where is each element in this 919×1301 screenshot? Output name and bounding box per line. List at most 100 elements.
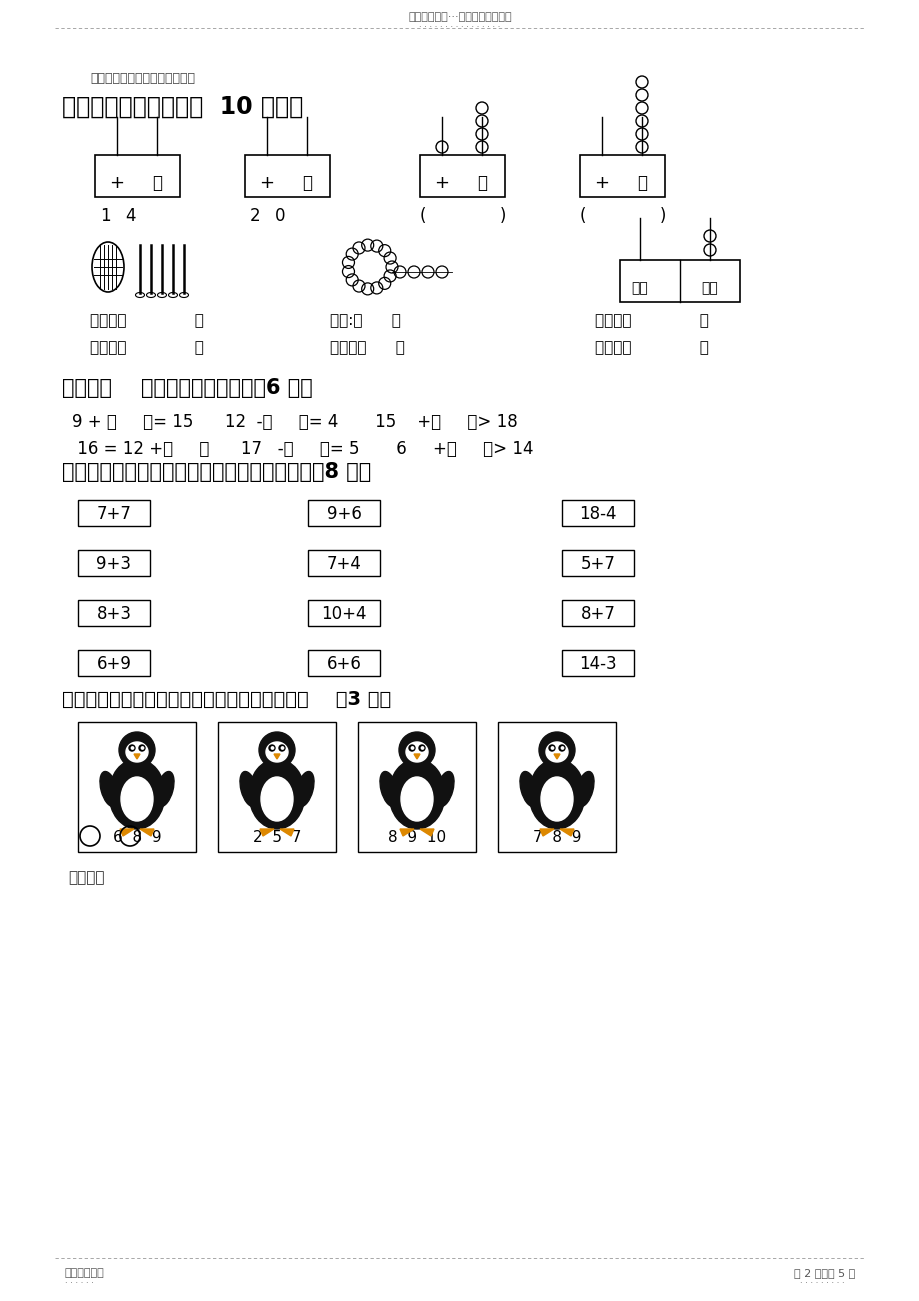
Bar bbox=[562, 600, 633, 626]
Circle shape bbox=[550, 747, 553, 749]
Text: 六、对号入座，选择正确的两个数字，圈一圈。    （3 分）: 六、对号入座，选择正确的两个数字，圈一圈。 （3 分） bbox=[62, 690, 391, 709]
Text: +: + bbox=[259, 174, 274, 193]
Circle shape bbox=[139, 745, 145, 751]
Bar bbox=[244, 155, 330, 196]
Text: 16 = 12 +（     ）      17   -（     ）= 5       6     +（     ）> 14: 16 = 12 +（ ） 17 -（ ）= 5 6 +（ ）> 14 bbox=[72, 440, 533, 458]
Circle shape bbox=[281, 747, 283, 749]
Text: 9+6: 9+6 bbox=[326, 505, 361, 523]
Bar bbox=[420, 155, 505, 196]
Text: 14-3: 14-3 bbox=[579, 654, 616, 673]
Circle shape bbox=[539, 732, 574, 768]
Text: 十位: 十位 bbox=[631, 281, 648, 295]
Bar bbox=[78, 722, 196, 852]
Polygon shape bbox=[260, 829, 274, 837]
Text: · · · · · · · · · · · · · · · ·: · · · · · · · · · · · · · · · · bbox=[419, 23, 500, 33]
Text: 读作：（              ）: 读作：（ ） bbox=[90, 340, 204, 355]
Text: 6+6: 6+6 bbox=[326, 654, 361, 673]
Text: (              ): ( ) bbox=[579, 207, 665, 225]
Circle shape bbox=[271, 747, 274, 749]
Text: 8+7: 8+7 bbox=[580, 605, 615, 623]
Text: 7  8  9: 7 8 9 bbox=[532, 830, 581, 846]
Bar bbox=[562, 650, 633, 677]
Text: 4: 4 bbox=[125, 207, 135, 225]
Polygon shape bbox=[414, 755, 420, 758]
Polygon shape bbox=[134, 755, 140, 758]
Text: 10+4: 10+4 bbox=[321, 605, 367, 623]
Circle shape bbox=[268, 745, 275, 751]
Text: 学习资料: 学习资料 bbox=[68, 870, 105, 885]
Circle shape bbox=[129, 745, 135, 751]
Ellipse shape bbox=[261, 777, 292, 821]
Text: 个: 个 bbox=[301, 174, 312, 193]
Text: 8+3: 8+3 bbox=[96, 605, 131, 623]
Text: 写作：（              ）: 写作：（ ） bbox=[595, 314, 709, 328]
Text: 15: 15 bbox=[123, 792, 151, 812]
Ellipse shape bbox=[296, 771, 313, 807]
Text: 三、画一画，填一填（  10 分）。: 三、画一画，填一填（ 10 分）。 bbox=[62, 95, 303, 118]
Ellipse shape bbox=[380, 771, 398, 807]
Ellipse shape bbox=[545, 742, 567, 762]
Ellipse shape bbox=[528, 758, 584, 829]
Text: 个: 个 bbox=[636, 174, 646, 193]
Circle shape bbox=[142, 747, 143, 749]
Polygon shape bbox=[400, 829, 414, 837]
Ellipse shape bbox=[156, 771, 174, 807]
Polygon shape bbox=[274, 755, 279, 758]
Bar bbox=[308, 650, 380, 677]
Text: 个: 个 bbox=[152, 174, 162, 193]
Polygon shape bbox=[279, 829, 294, 837]
Text: 18-4: 18-4 bbox=[579, 505, 616, 523]
Text: 读作：（      ）: 读作：（ ） bbox=[330, 340, 404, 355]
Ellipse shape bbox=[436, 771, 454, 807]
Text: 18: 18 bbox=[403, 792, 430, 812]
Bar bbox=[562, 550, 633, 576]
Text: 6+9: 6+9 bbox=[96, 654, 131, 673]
Text: 9+3: 9+3 bbox=[96, 556, 131, 572]
Circle shape bbox=[411, 747, 414, 749]
Bar bbox=[308, 600, 380, 626]
Bar bbox=[78, 650, 150, 677]
Polygon shape bbox=[539, 829, 553, 837]
Ellipse shape bbox=[519, 771, 538, 807]
Bar bbox=[78, 550, 150, 576]
Text: 2  5  7: 2 5 7 bbox=[253, 830, 301, 846]
Text: 五、我会连。（请把得数相同的算式连起来）（8 分）: 五、我会连。（请把得数相同的算式连起来）（8 分） bbox=[62, 462, 371, 481]
Text: 四、在（    ）里填上合适的数。（6 分）: 四、在（ ）里填上合适的数。（6 分） bbox=[62, 379, 312, 398]
Text: (              ): ( ) bbox=[420, 207, 505, 225]
Bar bbox=[78, 500, 150, 526]
Bar bbox=[619, 260, 739, 302]
Ellipse shape bbox=[389, 758, 445, 829]
Circle shape bbox=[259, 732, 295, 768]
Bar bbox=[497, 722, 616, 852]
Text: 1: 1 bbox=[100, 207, 110, 225]
Text: · · · · · · · · ·: · · · · · · · · · bbox=[800, 1279, 844, 1288]
Text: 7+7: 7+7 bbox=[96, 505, 131, 523]
Text: 个位: 个位 bbox=[701, 281, 718, 295]
Bar bbox=[562, 500, 633, 526]
Circle shape bbox=[131, 747, 133, 749]
Circle shape bbox=[399, 732, 435, 768]
Ellipse shape bbox=[575, 771, 594, 807]
Circle shape bbox=[549, 745, 554, 751]
Circle shape bbox=[418, 745, 425, 751]
Ellipse shape bbox=[108, 758, 165, 829]
Ellipse shape bbox=[100, 771, 118, 807]
Ellipse shape bbox=[249, 758, 305, 829]
Bar bbox=[95, 155, 180, 196]
Text: +: + bbox=[434, 174, 449, 193]
Text: 写作:（      ）: 写作:（ ） bbox=[330, 314, 401, 328]
Bar bbox=[357, 722, 475, 852]
Text: 16: 16 bbox=[543, 792, 570, 812]
Text: 7+4: 7+4 bbox=[326, 556, 361, 572]
Bar bbox=[218, 722, 335, 852]
Text: 写作：（              ）: 写作：（ ） bbox=[90, 314, 204, 328]
Circle shape bbox=[561, 747, 563, 749]
Polygon shape bbox=[560, 829, 573, 837]
Bar bbox=[308, 500, 380, 526]
Text: 名师资料总结···精品资料欢迎下载: 名师资料总结···精品资料欢迎下载 bbox=[408, 12, 511, 22]
Bar bbox=[308, 550, 380, 576]
Ellipse shape bbox=[266, 742, 288, 762]
Circle shape bbox=[409, 745, 414, 751]
Polygon shape bbox=[119, 829, 134, 837]
Text: 9 + （     ）= 15      12  -（     ）= 4       15    +（     ）> 18: 9 + （ ）= 15 12 -（ ）= 4 15 +（ ）> 18 bbox=[72, 412, 517, 431]
